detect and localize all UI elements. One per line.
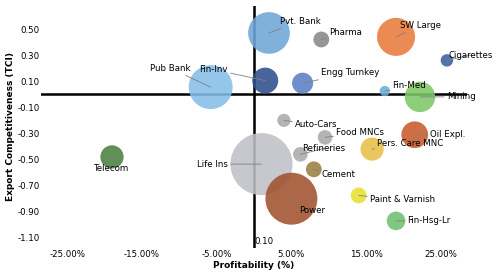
Text: Fin-Hsg-Lr: Fin-Hsg-Lr: [396, 216, 450, 225]
Point: [381, 89, 389, 93]
Text: Mining: Mining: [420, 92, 476, 101]
Point: [280, 118, 288, 123]
Point: [354, 193, 362, 198]
Text: Pub Bank: Pub Bank: [150, 64, 210, 87]
Point: [265, 31, 273, 35]
X-axis label: Profitability (%): Profitability (%): [214, 261, 294, 270]
Point: [258, 162, 266, 166]
Text: Pers. Care MNC: Pers. Care MNC: [372, 139, 444, 149]
Text: Fin-Med: Fin-Med: [385, 81, 426, 91]
Point: [288, 197, 296, 201]
Text: Life Ins: Life Ins: [197, 160, 262, 169]
Text: Fin-Inv: Fin-Inv: [200, 65, 265, 81]
Text: Paint & Varnish: Paint & Varnish: [358, 195, 435, 205]
Text: Pvt. Bank: Pvt. Bank: [269, 17, 321, 33]
Text: SW Large: SW Large: [396, 21, 441, 37]
Text: Food MNCs: Food MNCs: [325, 128, 384, 137]
Point: [296, 152, 304, 156]
Point: [206, 85, 214, 89]
Point: [321, 135, 329, 140]
Text: Oil Expl.: Oil Expl.: [414, 130, 465, 139]
Text: 0.10: 0.10: [254, 237, 273, 246]
Text: Power: Power: [292, 199, 325, 215]
Text: Engg Turnkey: Engg Turnkey: [302, 68, 380, 83]
Point: [310, 167, 318, 172]
Point: [392, 35, 400, 39]
Point: [261, 78, 269, 83]
Point: [368, 147, 376, 151]
Point: [392, 219, 400, 223]
Y-axis label: Export Competitiveness (TCI): Export Competitiveness (TCI): [6, 52, 15, 201]
Text: Cement: Cement: [314, 169, 356, 179]
Text: Telecom: Telecom: [94, 157, 130, 173]
Text: Refineries: Refineries: [300, 144, 346, 154]
Point: [318, 37, 326, 42]
Point: [443, 58, 451, 63]
Text: Cigarettes: Cigarettes: [447, 51, 493, 60]
Point: [108, 155, 116, 159]
Text: Auto-Cars: Auto-Cars: [284, 120, 338, 129]
Point: [416, 95, 424, 99]
Point: [410, 132, 418, 137]
Text: Pharma: Pharma: [322, 28, 362, 39]
Point: [298, 81, 306, 85]
